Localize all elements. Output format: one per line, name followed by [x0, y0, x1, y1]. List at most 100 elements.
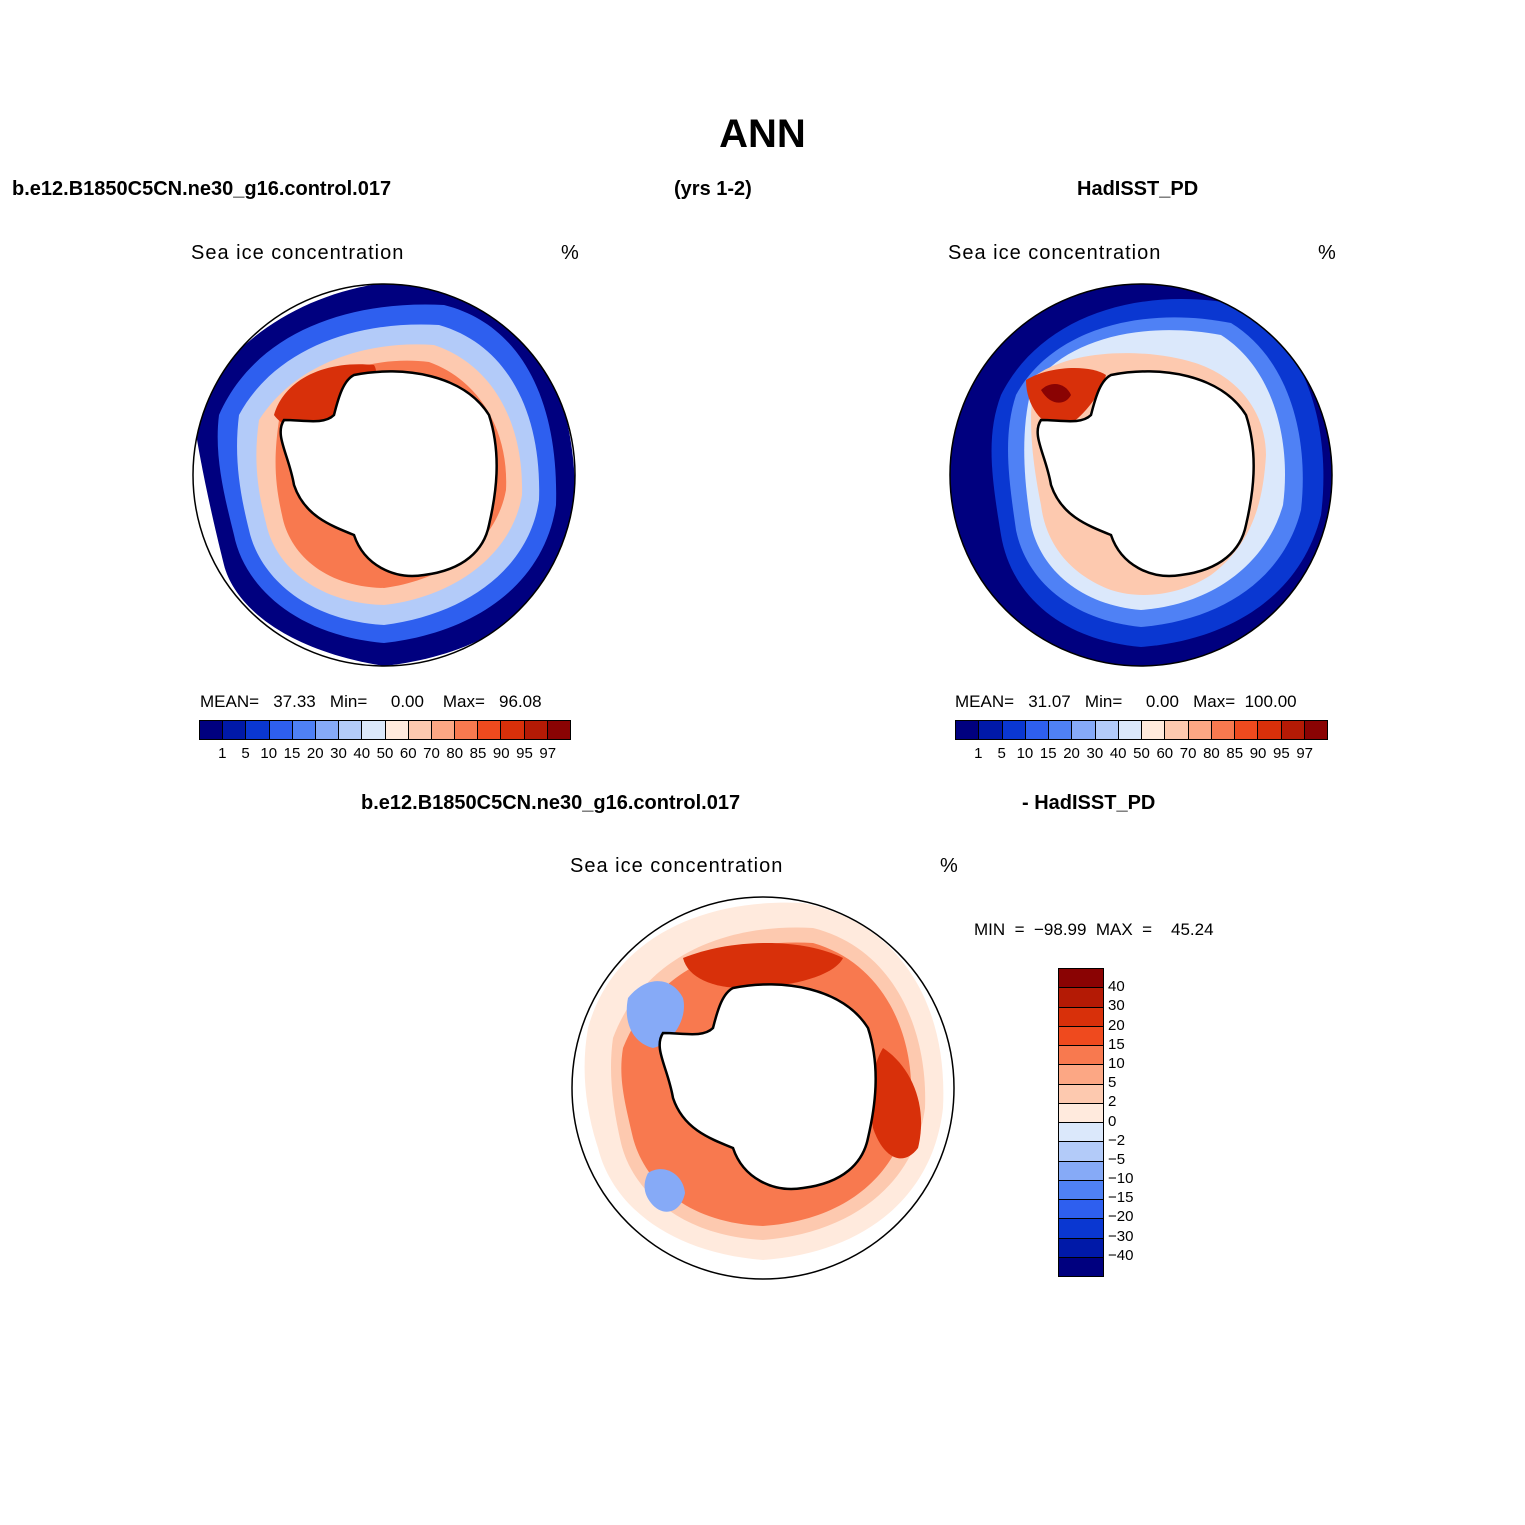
diff-colorbar-label-12: −20	[1108, 1208, 1134, 1226]
main-title: ANN	[719, 112, 806, 156]
colorbar-swatch-9	[1165, 721, 1189, 739]
diff-colorbar-label-8: −2	[1108, 1131, 1126, 1149]
colorbar-swatch-8	[1142, 721, 1166, 739]
diff-colorbar-label-3: 15	[1108, 1035, 1125, 1053]
colorbar-label-0: 1	[974, 745, 983, 762]
obs-colorbar-labels: 1 5 10 15 20 30 40 50 60 70 80 85 90 95 97	[955, 745, 1326, 765]
diff-panel-title: Sea ice concentration	[570, 855, 784, 877]
colorbar-label-2: 10	[260, 745, 278, 762]
colorbar-swatch-4	[292, 721, 316, 739]
colorbar-label-5: 30	[1086, 745, 1104, 762]
colorbar-swatch-3	[269, 721, 293, 739]
diff-colorbar-label-2: 20	[1108, 1016, 1125, 1034]
colorbar-label-7: 50	[1133, 745, 1150, 762]
colorbar-label-14: 97	[1296, 745, 1314, 762]
colorbar-swatch-10	[1188, 721, 1212, 739]
model-colorbar-labels: 1 5 10 15 20 30 40 50 60 70 80 85 90 95 97	[199, 745, 569, 765]
colorbar-label-11: 85	[1226, 745, 1244, 762]
colorbar-label-3: 15	[1039, 745, 1057, 762]
colorbar-swatch-12	[478, 721, 502, 739]
colorbar-swatch-1	[223, 721, 247, 739]
diff-colorbar-swatch-1	[1059, 988, 1103, 1008]
diff-stats: MIN = −98.99 MAX = 45.24	[974, 920, 1214, 939]
diff-colorbar-swatch-4	[1059, 1046, 1103, 1066]
colorbar-label-2: 10	[1016, 745, 1034, 762]
case-name: b.e12.B1850C5CN.ne30_g16.control.017	[12, 178, 392, 200]
colorbar-swatch-14	[524, 721, 548, 739]
diff-colorbar-swatch-5	[1059, 1065, 1103, 1085]
colorbar-swatch-6	[1095, 721, 1119, 739]
model-panel-title: Sea ice concentration	[191, 242, 405, 264]
colorbar-label-4: 20	[306, 745, 324, 762]
colorbar-swatch-7	[1118, 721, 1142, 739]
colorbar-swatch-9	[408, 721, 432, 739]
colorbar-swatch-5	[315, 721, 340, 739]
obs-colorbar	[955, 720, 1328, 740]
diff-colorbar-label-10: −10	[1108, 1170, 1134, 1188]
obs-stats: MEAN= 31.07 Min= 0.00 Max= 100.00	[955, 692, 1297, 711]
antarctica-outline	[1036, 370, 1255, 578]
colorbar-label-6: 40	[353, 745, 371, 762]
diff-colorbar-swatch-15	[1059, 1257, 1103, 1276]
colorbar-label-14: 97	[539, 745, 557, 762]
colorbar-label-5: 30	[330, 745, 347, 762]
colorbar-swatch-0	[200, 721, 224, 739]
diff-colorbar-label-9: −5	[1108, 1150, 1126, 1168]
diff-colorbar-label-11: −15	[1108, 1189, 1134, 1207]
model-polar-map	[192, 283, 576, 667]
diff-panel-units: %	[940, 855, 959, 877]
obs-polar-map	[949, 283, 1333, 667]
diff-colorbar-swatch-13	[1059, 1219, 1103, 1239]
colorbar-swatch-2	[1002, 721, 1026, 739]
colorbar-label-1: 5	[241, 745, 250, 762]
colorbar-label-11: 85	[469, 745, 487, 762]
colorbar-swatch-11	[1211, 721, 1235, 739]
diff-colorbar-swatch-3	[1059, 1026, 1103, 1046]
diff-obs-name: - HadISST_PD	[1022, 792, 1156, 814]
diff-colorbar-swatch-2	[1059, 1007, 1103, 1027]
colorbar-label-12: 90	[492, 745, 510, 762]
diff-colorbar-labels: 40 30 20 15 10 5 2 0 −2 −5 −10 −15 −20 −30 −40	[1108, 968, 1168, 1275]
colorbar-label-13: 95	[516, 745, 533, 762]
diff-colorbar-label-5: 5	[1108, 1074, 1117, 1092]
diff-colorbar-label-13: −30	[1108, 1227, 1134, 1245]
colorbar-label-8: 60	[399, 745, 417, 762]
diff-colorbar-label-1: 30	[1108, 997, 1125, 1015]
colorbar-swatch-11	[455, 721, 479, 739]
colorbar-label-6: 40	[1109, 745, 1127, 762]
diff-colorbar-swatch-9	[1059, 1142, 1103, 1162]
diff-colorbar-swatch-6	[1059, 1084, 1103, 1104]
diff-polar-map	[571, 896, 955, 1280]
colorbar-label-13: 95	[1273, 745, 1290, 762]
obs-panel-title: Sea ice concentration	[948, 242, 1162, 264]
colorbar-label-4: 20	[1063, 745, 1080, 762]
colorbar-swatch-4	[1049, 721, 1073, 739]
antarctica-outline	[279, 370, 498, 578]
colorbar-swatch-8	[385, 721, 409, 739]
diff-colorbar-swatch-12	[1059, 1200, 1103, 1220]
colorbar-swatch-3	[1025, 721, 1049, 739]
colorbar-swatch-10	[431, 721, 456, 739]
colorbar-swatch-6	[339, 721, 363, 739]
colorbar-label-1: 5	[997, 745, 1006, 762]
diff-colorbar-swatch-11	[1059, 1180, 1103, 1200]
diff-colorbar-swatch-10	[1059, 1161, 1103, 1181]
colorbar-label-3: 15	[283, 745, 301, 762]
colorbar-swatch-0	[956, 721, 980, 739]
diff-colorbar	[1058, 968, 1104, 1277]
antarctica-outline	[658, 983, 877, 1191]
obs-name: HadISST_PD	[1077, 178, 1199, 200]
diff-colorbar-swatch-7	[1059, 1103, 1103, 1123]
colorbar-swatch-2	[246, 721, 270, 739]
obs-panel-units: %	[1318, 242, 1337, 264]
diff-colorbar-label-4: 10	[1108, 1054, 1125, 1072]
diff-colorbar-label-6: 2	[1108, 1093, 1117, 1111]
diff-colorbar-label-0: 40	[1108, 978, 1125, 996]
model-panel-units: %	[561, 242, 580, 264]
diff-colorbar-swatch-8	[1059, 1123, 1103, 1143]
colorbar-swatch-12	[1235, 721, 1259, 739]
model-colorbar	[199, 720, 571, 740]
colorbar-swatch-14	[1281, 721, 1305, 739]
colorbar-swatch-13	[501, 721, 525, 739]
colorbar-swatch-15	[547, 721, 570, 739]
